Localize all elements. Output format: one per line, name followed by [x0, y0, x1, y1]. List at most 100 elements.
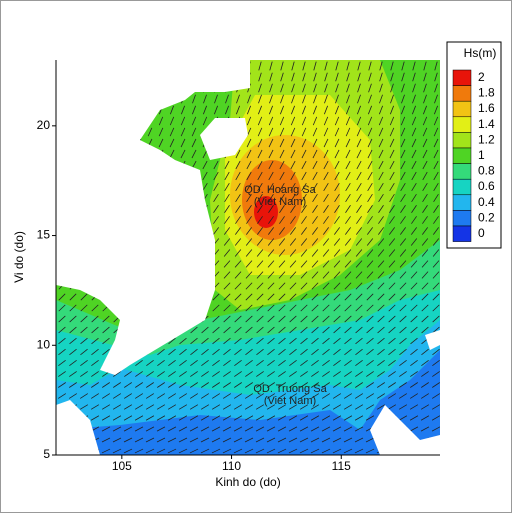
arrow — [179, 359, 187, 367]
arrow — [157, 359, 165, 367]
arrow — [190, 382, 198, 388]
arrow — [368, 83, 372, 93]
arrow — [410, 304, 418, 312]
arrow — [269, 83, 273, 93]
colorbar-swatch — [452, 210, 472, 227]
arrow — [356, 160, 362, 170]
arrow — [279, 138, 285, 148]
arrow — [278, 238, 286, 246]
arrow — [211, 437, 221, 443]
arrow — [356, 216, 362, 224]
arrow — [213, 160, 219, 170]
arrow — [366, 304, 374, 312]
arrow — [257, 160, 263, 170]
arrow — [322, 271, 330, 279]
arrow — [433, 116, 439, 126]
arrow — [434, 61, 438, 71]
arrow — [291, 72, 295, 82]
arrow — [245, 238, 253, 246]
arrow — [365, 415, 375, 421]
arrow — [224, 160, 230, 170]
arrow — [112, 426, 122, 432]
arrow — [267, 382, 275, 388]
arrow — [245, 326, 253, 334]
arrow — [156, 404, 166, 410]
arrow — [366, 371, 374, 377]
arrow — [367, 216, 373, 224]
arrow — [332, 437, 342, 443]
arrow — [266, 393, 276, 399]
arrow — [409, 426, 419, 432]
arrow — [213, 216, 219, 224]
arrow — [123, 426, 133, 432]
arrow — [389, 127, 395, 137]
arrow — [343, 448, 353, 454]
arrow — [399, 348, 407, 356]
arrow — [157, 382, 165, 388]
arrow — [345, 216, 351, 224]
arrow — [344, 260, 352, 268]
arrow — [366, 249, 374, 257]
arrow — [256, 348, 264, 356]
arrow — [91, 315, 99, 323]
arrow — [279, 149, 285, 159]
arrow — [422, 160, 428, 170]
arrow — [401, 94, 405, 104]
arrow — [244, 393, 254, 399]
arrow — [200, 448, 210, 454]
arrow — [102, 315, 110, 323]
arrow — [355, 249, 363, 257]
arrow — [300, 271, 308, 279]
arrow — [388, 359, 396, 367]
arrow — [302, 94, 306, 104]
arrow — [400, 193, 406, 203]
arrow — [322, 282, 330, 290]
arrow — [280, 61, 284, 71]
arrow — [255, 393, 265, 399]
y-tick-label: 20 — [37, 118, 51, 132]
arrow — [421, 260, 429, 268]
arrow — [279, 160, 285, 170]
arrow — [112, 437, 122, 443]
arrow — [311, 359, 319, 367]
arrow — [334, 127, 340, 137]
arrow — [333, 260, 341, 268]
arrow — [69, 348, 77, 356]
arrow — [421, 282, 429, 290]
arrow — [291, 61, 295, 71]
arrow — [245, 359, 253, 367]
arrow — [256, 260, 264, 268]
arrow — [289, 282, 297, 290]
arrow — [344, 348, 352, 356]
arrow — [299, 437, 309, 443]
arrow — [246, 193, 252, 203]
arrow — [134, 404, 144, 410]
arrow — [267, 315, 275, 323]
arrow — [410, 337, 418, 345]
arrow — [323, 149, 329, 159]
arrow — [169, 116, 175, 126]
arrow — [356, 205, 362, 213]
arrow — [433, 138, 439, 148]
arrow — [289, 249, 297, 257]
arrow — [257, 205, 263, 213]
arrow — [334, 205, 340, 213]
arrow — [345, 182, 351, 192]
arrow — [277, 393, 287, 399]
arrow — [312, 160, 318, 170]
arrow — [410, 282, 418, 290]
arrow — [269, 61, 273, 71]
arrow — [377, 293, 385, 301]
arrow — [400, 171, 406, 181]
arrow — [57, 393, 67, 399]
arrow — [289, 348, 297, 356]
arrow — [257, 116, 263, 126]
arrow — [335, 83, 339, 93]
arrow — [398, 393, 408, 399]
arrow — [235, 193, 241, 203]
arrow — [421, 371, 429, 377]
arrow — [279, 216, 285, 224]
arrow — [344, 282, 352, 290]
arrow — [235, 149, 241, 159]
arrow — [266, 437, 276, 443]
